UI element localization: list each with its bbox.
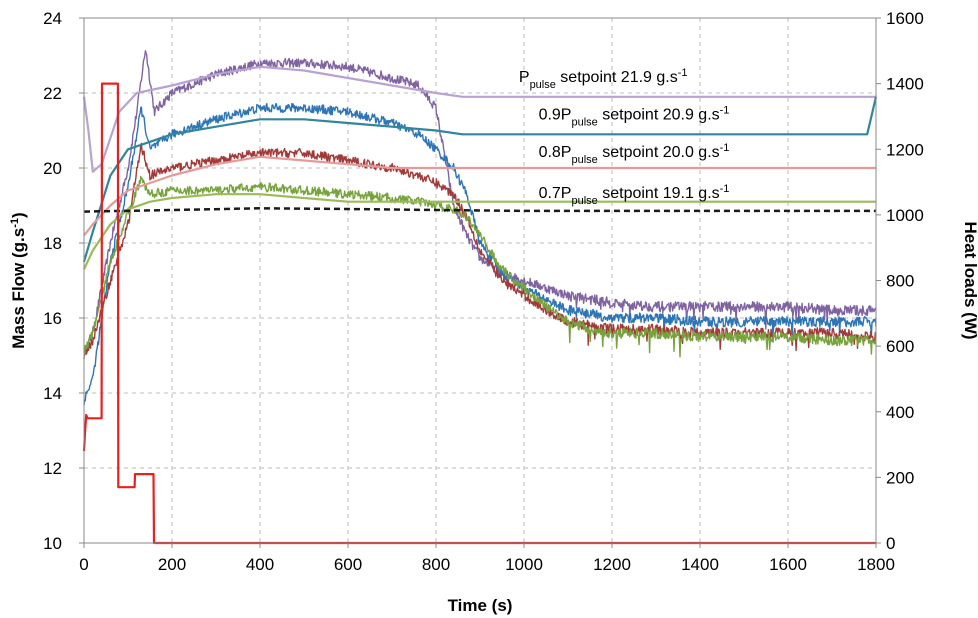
annotation-prefix: 0.9P [539,106,572,123]
x-axis-label: Time (s) [448,596,513,615]
y-axis-left-label-main: Mass Flow (g.s [9,228,28,349]
y-left-tick-label: 20 [43,159,62,178]
annotation-superscript: -1 [720,104,730,116]
annotation-subscript: pulse [571,154,597,166]
y-axis-left-label-sup: -1 [9,218,21,228]
x-tick-label: 400 [246,555,274,574]
series-line-7 [83,193,876,270]
series-line-9 [82,82,876,545]
annotation-prefix: 0.8P [539,144,572,161]
annotation-text: setpoint 20.0 g.s [598,144,720,161]
annotation-prefix: 0.7P [539,185,572,202]
y-left-tick-label: 22 [43,84,62,103]
annotation-superscript: -1 [720,142,730,154]
series-line-1 [83,102,877,406]
x-tick-label: 1400 [681,555,719,574]
setpoint-annotation-0: Ppulse setpoint 21.9 g.s-1 [519,67,688,91]
y-left-tick-label: 24 [43,9,62,28]
setpoint-annotation-1: 0.9Ppulse setpoint 20.9 g.s-1 [539,104,730,128]
y-right-tick-label: 1600 [886,9,924,28]
annotations: Ppulse setpoint 21.9 g.s-10.9Ppulse setp… [519,67,730,207]
x-tick-label: 0 [79,555,88,574]
annotation-text: setpoint 21.9 g.s [556,69,678,86]
series-line-5 [82,96,878,263]
annotation-prefix: P [519,69,530,86]
y-left-tick-label: 12 [43,459,62,478]
y-right-tick-label: 200 [886,468,914,487]
x-tick-label: 1000 [505,555,543,574]
x-tick-label: 1600 [769,555,807,574]
x-tick-label: 800 [422,555,450,574]
annotation-text: setpoint 19.1 g.s [598,185,720,202]
annotation-superscript: -1 [720,183,730,195]
series-line-3 [83,175,877,358]
series-line-6 [83,155,876,237]
series-line-4 [82,65,876,173]
y-axis-left-label-end: ) [9,212,28,218]
y-left-tick-label: 16 [43,309,62,328]
x-tick-label: 1200 [593,555,631,574]
x-tick-label: 600 [334,555,362,574]
annotation-superscript: -1 [678,67,688,79]
y-right-tick-label: 1200 [886,140,924,159]
setpoint-annotation-2: 0.8Ppulse setpoint 20.0 g.s-1 [539,142,730,166]
y-right-tick-label: 600 [886,337,914,356]
series-line-2 [83,142,877,355]
annotation-text: setpoint 20.9 g.s [598,106,720,123]
annotation-subscript: pulse [571,116,597,128]
y-right-tick-label: 400 [886,403,914,422]
ticks: 0 200 400 600 800 1000 1200 1400 1600 18001012141… [43,9,924,574]
setpoint-annotation-3: 0.7Ppulse setpoint 19.1 g.s-1 [539,183,730,207]
y-right-tick-label: 1400 [886,75,924,94]
series-line-8 [83,207,876,213]
x-tick-label: 200 [158,555,186,574]
series-layer [82,50,878,545]
y-left-tick-label: 14 [43,384,62,403]
y-left-tick-label: 18 [43,234,62,253]
annotation-subscript: pulse [571,195,597,207]
y-axis-left-label: Mass Flow (g.s-1) [9,212,28,348]
x-tick-label: 1800 [857,555,895,574]
y-right-tick-label: 0 [886,534,895,553]
y-axis-right-label: Heat loads (W) [961,221,978,339]
y-left-tick-label: 10 [43,534,62,553]
annotation-subscript: pulse [530,79,556,91]
y-right-tick-label: 800 [886,272,914,291]
y-right-tick-label: 1000 [886,206,924,225]
